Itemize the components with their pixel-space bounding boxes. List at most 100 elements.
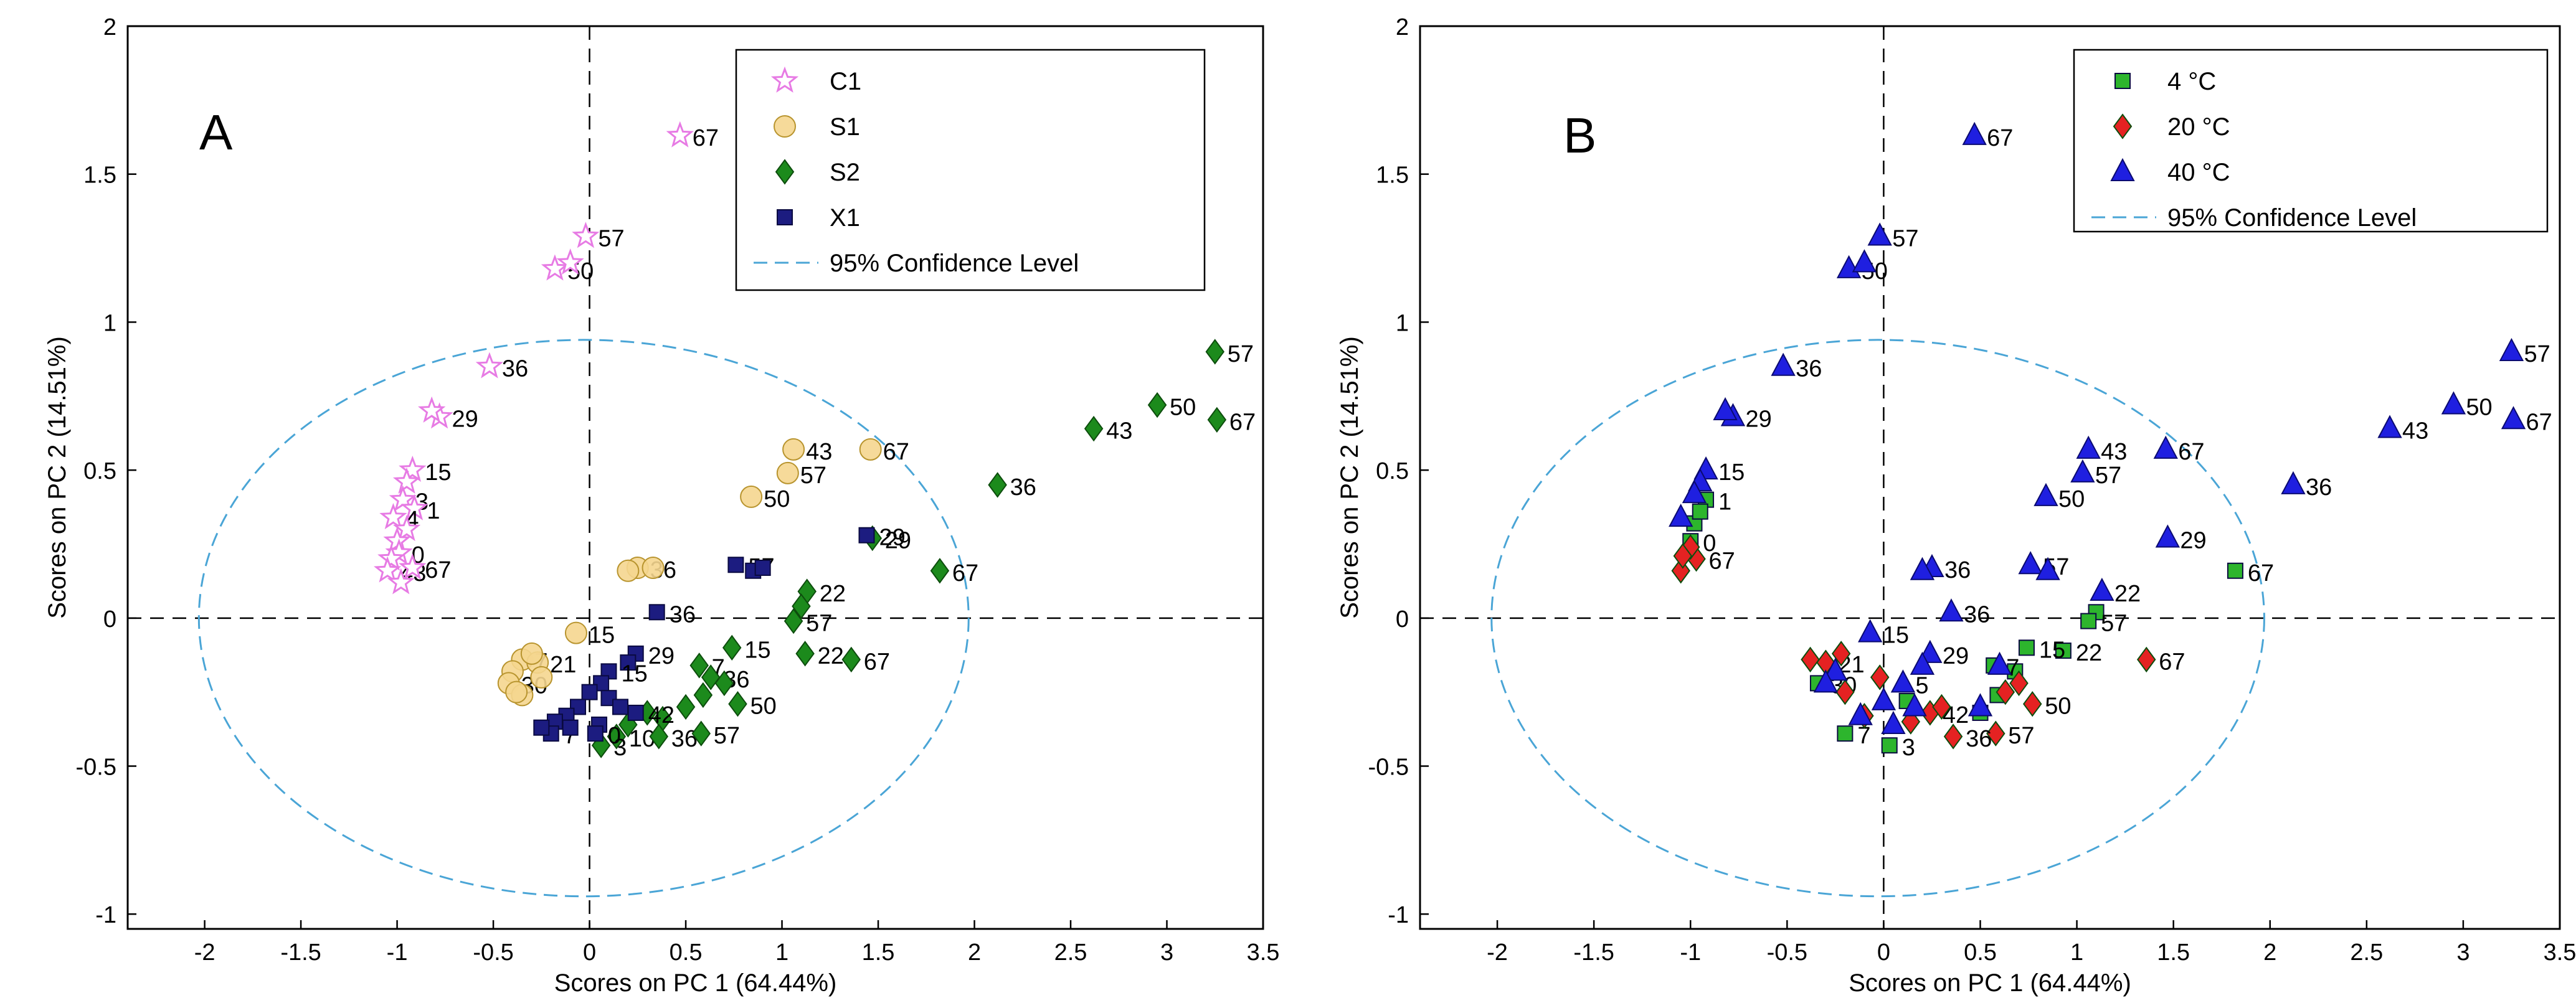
data-point <box>1986 720 2005 746</box>
data-point <box>399 455 427 482</box>
data-point <box>2153 435 2178 459</box>
data-point <box>418 396 446 423</box>
point-label: 57 <box>714 723 740 749</box>
x-tick-label: -0.5 <box>1767 939 1807 966</box>
point-label: 67 <box>883 439 909 465</box>
legend-entry: 20 °C <box>2167 113 2230 141</box>
data-point <box>1858 619 1883 643</box>
data-point <box>714 670 734 697</box>
data-point <box>374 556 402 583</box>
point-label: 67 <box>1987 125 2013 151</box>
point-label: 1 <box>1718 489 1731 515</box>
point-label: 36 <box>671 726 698 752</box>
x-tick-label: -1 <box>387 939 408 966</box>
point-label: 15 <box>621 661 647 687</box>
point-label: 43 <box>2101 439 2127 465</box>
point-label: 67 <box>2248 560 2274 586</box>
data-point <box>1987 651 2012 675</box>
legend-entry: X1 <box>830 204 860 232</box>
plot-frame <box>126 25 1264 930</box>
y-tick-label: -1 <box>1388 902 1409 928</box>
data-point <box>1084 415 1104 442</box>
data-point <box>2441 391 2466 415</box>
data-point <box>2070 459 2095 483</box>
data-point <box>2377 415 2402 438</box>
data-point <box>1852 249 1877 273</box>
data-point <box>930 558 950 584</box>
legend-entry: S1 <box>830 113 860 141</box>
legend-marker <box>774 115 796 138</box>
y-tick-label: -1 <box>95 902 116 928</box>
x-tick-label: 3 <box>1160 939 1173 966</box>
data-point <box>1962 121 1987 145</box>
y-tick-label: 0 <box>103 606 116 633</box>
point-label: 36 <box>2306 474 2332 501</box>
point-label: 50 <box>1170 395 1196 421</box>
data-point <box>475 352 504 379</box>
data-point <box>1996 679 2015 705</box>
data-point <box>727 557 744 573</box>
point-label: 67 <box>1709 548 1735 575</box>
point-label: 67 <box>1229 409 1256 435</box>
point-label: 43 <box>2402 418 2428 445</box>
data-point <box>691 720 711 746</box>
data-point <box>2501 406 2526 430</box>
x-tick-label: -0.5 <box>473 939 513 966</box>
point-label: 15 <box>589 623 615 649</box>
point-label: 67 <box>2526 409 2552 435</box>
point-label: 50 <box>2466 395 2492 421</box>
x-tick-label: 1.5 <box>2157 939 2190 966</box>
point-label: 29 <box>1943 643 1969 669</box>
data-point <box>392 514 421 542</box>
y-tick-label: 2 <box>103 14 116 40</box>
point-label: 21 <box>550 652 576 678</box>
data-point <box>859 438 882 461</box>
y-tick-label: 1 <box>103 310 116 336</box>
legend-entry: C1 <box>830 68 861 95</box>
point-label: 3 <box>1902 735 1915 761</box>
y-axis-label: Scores on PC 2 (14.51%) <box>44 336 71 619</box>
point-label: 36 <box>502 356 528 382</box>
point-label: 29 <box>452 407 478 433</box>
data-point <box>607 723 627 750</box>
y-axis-label: Scores on PC 2 (14.51%) <box>1336 336 1363 619</box>
data-point <box>693 682 713 708</box>
data-point <box>792 593 811 619</box>
data-point <box>1823 657 1848 681</box>
x-tick-label: 2.5 <box>1054 939 1087 966</box>
data-point <box>841 646 861 673</box>
point-label: 67 <box>2159 649 2185 675</box>
data-point <box>400 494 429 520</box>
data-point <box>1669 504 1693 527</box>
point-label: 43 <box>806 439 832 465</box>
data-point <box>2090 577 2114 601</box>
data-point <box>1813 669 1839 693</box>
data-point <box>2080 613 2097 629</box>
data-point <box>1870 664 1890 690</box>
data-point <box>776 461 799 484</box>
point-label: 57 <box>2095 463 2121 489</box>
data-point <box>1205 339 1224 365</box>
point-label: 22 <box>818 643 844 669</box>
point-label: 3 <box>613 735 627 761</box>
point-label: 50 <box>2045 694 2071 720</box>
x-tick-label: 3.5 <box>2544 939 2576 966</box>
point-label: 15 <box>1718 459 1745 486</box>
point-label: 67 <box>864 649 890 675</box>
point-label: 22 <box>2076 640 2102 666</box>
point-label: 22 <box>2114 581 2141 607</box>
data-point <box>858 527 875 544</box>
data-point <box>1713 397 1738 421</box>
point-label: 57 <box>1892 226 1918 252</box>
legend-marker <box>777 209 793 225</box>
legend-box <box>2073 49 2549 233</box>
point-label: 36 <box>1796 356 1822 382</box>
data-point <box>1692 503 1708 520</box>
data-point <box>562 719 579 736</box>
point-label: 57 <box>800 463 826 489</box>
legend-entry: 95% Confidence Level <box>2167 204 2417 232</box>
data-point <box>2076 435 2101 459</box>
data-point <box>627 704 644 721</box>
data-point <box>1682 480 1707 504</box>
legend-marker <box>770 66 799 93</box>
